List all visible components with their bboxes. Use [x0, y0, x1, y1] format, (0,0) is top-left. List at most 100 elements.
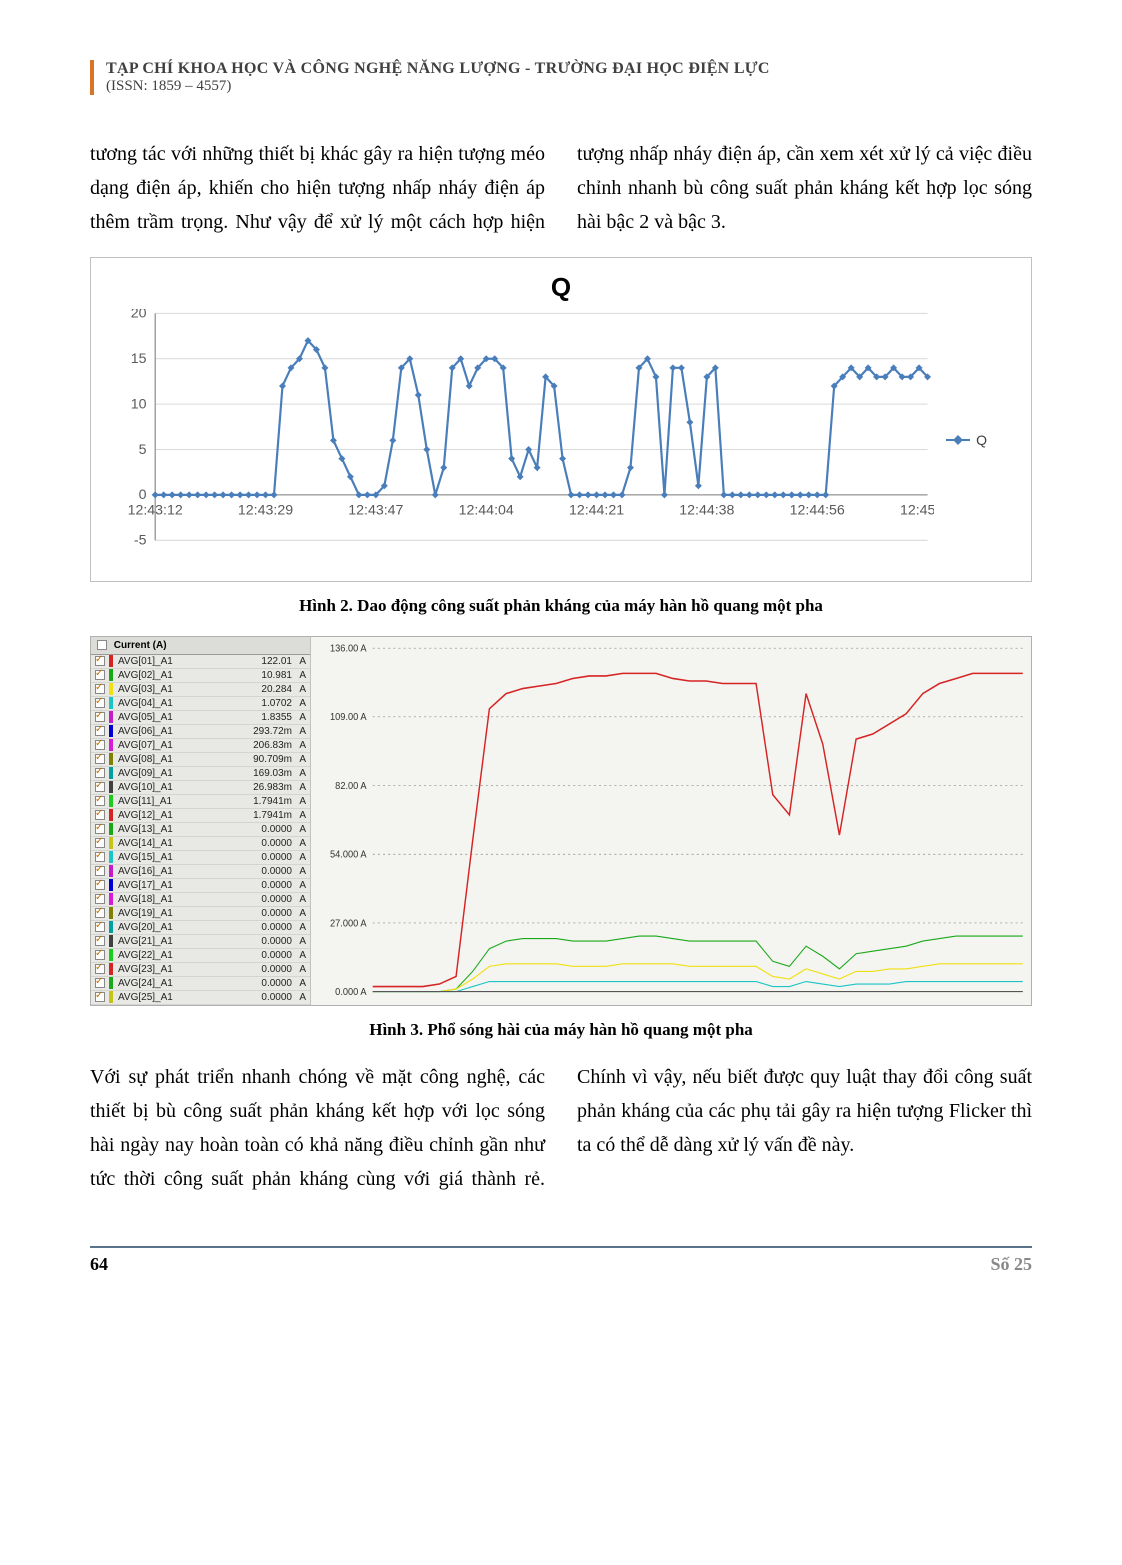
harmonic-value: 0.0000: [236, 866, 292, 878]
harmonic-label: AVG[10]_A1: [118, 782, 236, 794]
harmonic-row: AVG[11]_A11.7941mA: [91, 795, 310, 809]
page-number: 64: [90, 1254, 108, 1275]
harmonic-row: AVG[13]_A10.0000A: [91, 823, 310, 837]
harmonic-label: AVG[13]_A1: [118, 824, 236, 836]
checkbox-icon: [95, 726, 105, 736]
harmonic-unit: A: [292, 866, 306, 878]
checkbox-icon: [95, 922, 105, 932]
harmonic-value: 206.83m: [236, 740, 292, 752]
checkbox-icon: [95, 656, 105, 666]
color-swatch: [109, 823, 113, 835]
harmonic-row: AVG[08]_A190.709mA: [91, 753, 310, 767]
harmonic-row: AVG[06]_A1293.72mA: [91, 725, 310, 739]
harmonic-value: 169.03m: [236, 768, 292, 780]
top-paragraph-columns: tương tác với những thiết bị khác gây ra…: [90, 137, 1032, 239]
color-swatch: [109, 795, 113, 807]
para-top-right: tượng nhấp nháy điện áp, cần xem xét xử …: [577, 143, 1032, 233]
harmonic-row: AVG[23]_A10.0000A: [91, 963, 310, 977]
color-swatch: [109, 809, 113, 821]
harmonic-table-header: Current (A): [91, 637, 310, 655]
svg-text:12:44:56: 12:44:56: [790, 503, 845, 519]
harmonic-unit: A: [292, 838, 306, 850]
harmonic-unit: A: [292, 852, 306, 864]
harmonic-label: AVG[19]_A1: [118, 908, 236, 920]
harmonic-unit: A: [292, 698, 306, 710]
harmonic-row: AVG[12]_A11.7941mA: [91, 809, 310, 823]
svg-text:15: 15: [131, 351, 147, 367]
harmonic-unit: A: [292, 894, 306, 906]
color-swatch: [109, 851, 113, 863]
color-swatch: [109, 683, 113, 695]
checkbox-icon: [95, 964, 105, 974]
svg-text:12:43:47: 12:43:47: [348, 503, 403, 519]
harmonic-value: 1.0702: [236, 698, 292, 710]
harmonic-value: 0.0000: [236, 922, 292, 934]
svg-text:10: 10: [131, 396, 147, 412]
checkbox-icon: [95, 698, 105, 708]
harmonic-value: 1.7941m: [236, 810, 292, 822]
harmonic-row: AVG[09]_A1169.03mA: [91, 767, 310, 781]
harmonic-row: AVG[01]_A1122.01A: [91, 655, 310, 669]
harmonic-value: 0.0000: [236, 978, 292, 990]
harmonic-unit: A: [292, 712, 306, 724]
svg-text:5: 5: [139, 442, 147, 458]
harmonic-label: AVG[21]_A1: [118, 936, 236, 948]
harmonic-row: AVG[15]_A10.0000A: [91, 851, 310, 865]
harmonic-row: AVG[17]_A10.0000A: [91, 879, 310, 893]
checkbox-icon: [95, 712, 105, 722]
harmonic-row: AVG[21]_A10.0000A: [91, 935, 310, 949]
harmonic-container: Current (A) AVG[01]_A1122.01AAVG[02]_A11…: [90, 636, 1032, 1006]
checkbox-icon: [95, 838, 105, 848]
harmonic-value: 0.0000: [236, 936, 292, 948]
harmonic-value: 90.709m: [236, 754, 292, 766]
color-swatch: [109, 963, 113, 975]
harmonic-value: 26.983m: [236, 782, 292, 794]
svg-text:27.000 A: 27.000 A: [330, 918, 367, 929]
svg-text:0.000 A: 0.000 A: [335, 986, 367, 997]
harmonic-value: 0.0000: [236, 950, 292, 962]
harmonic-unit: A: [292, 978, 306, 990]
harmonic-value: 0.0000: [236, 852, 292, 864]
harmonic-value: 0.0000: [236, 894, 292, 906]
checkbox-icon: [95, 908, 105, 918]
harmonic-unit: A: [292, 922, 306, 934]
harmonic-unit: A: [292, 684, 306, 696]
issue-number: Số 25: [990, 1254, 1032, 1275]
harmonic-value: 0.0000: [236, 838, 292, 850]
harmonic-unit: A: [292, 726, 306, 738]
harmonic-label: AVG[07]_A1: [118, 740, 236, 752]
harmonic-row: AVG[20]_A10.0000A: [91, 921, 310, 935]
checkbox-icon: [95, 894, 105, 904]
harmonic-unit: A: [292, 670, 306, 682]
checkbox-icon: [95, 936, 105, 946]
checkbox-icon: [95, 740, 105, 750]
color-swatch: [109, 977, 113, 989]
harmonic-label: AVG[22]_A1: [118, 950, 236, 962]
color-swatch: [109, 893, 113, 905]
harmonic-unit: A: [292, 908, 306, 920]
harmonic-unit: A: [292, 796, 306, 808]
figure-2-caption: Hình 2. Dao động công suất phản kháng củ…: [90, 596, 1032, 616]
harmonic-unit: A: [292, 754, 306, 766]
harmonic-unit: A: [292, 964, 306, 976]
harmonic-value: 1.7941m: [236, 796, 292, 808]
legend-marker-icon: [946, 439, 970, 441]
harmonic-unit: A: [292, 936, 306, 948]
bottom-paragraph-columns: Với sự phát triển nhanh chóng về mặt côn…: [90, 1060, 1032, 1196]
harmonic-label: AVG[03]_A1: [118, 684, 236, 696]
q-chart-container: Q -50510152012:43:1212:43:2912:43:4712:4…: [90, 257, 1032, 582]
harmonic-label: AVG[11]_A1: [118, 796, 236, 808]
harmonic-label: AVG[15]_A1: [118, 852, 236, 864]
harmonic-row: AVG[14]_A10.0000A: [91, 837, 310, 851]
svg-text:136.00 A: 136.00 A: [330, 643, 367, 654]
harmonic-label: AVG[14]_A1: [118, 838, 236, 850]
harmonic-value: 0.0000: [236, 908, 292, 920]
issn: (ISSN: 1859 – 4557): [106, 78, 1032, 95]
harmonic-label: AVG[09]_A1: [118, 768, 236, 780]
harmonic-value: 0.0000: [236, 824, 292, 836]
svg-text:12:43:29: 12:43:29: [238, 503, 293, 519]
color-swatch: [109, 949, 113, 961]
harmonic-row: AVG[16]_A10.0000A: [91, 865, 310, 879]
color-swatch: [109, 907, 113, 919]
figure-2: Q -50510152012:43:1212:43:2912:43:4712:4…: [90, 257, 1032, 616]
